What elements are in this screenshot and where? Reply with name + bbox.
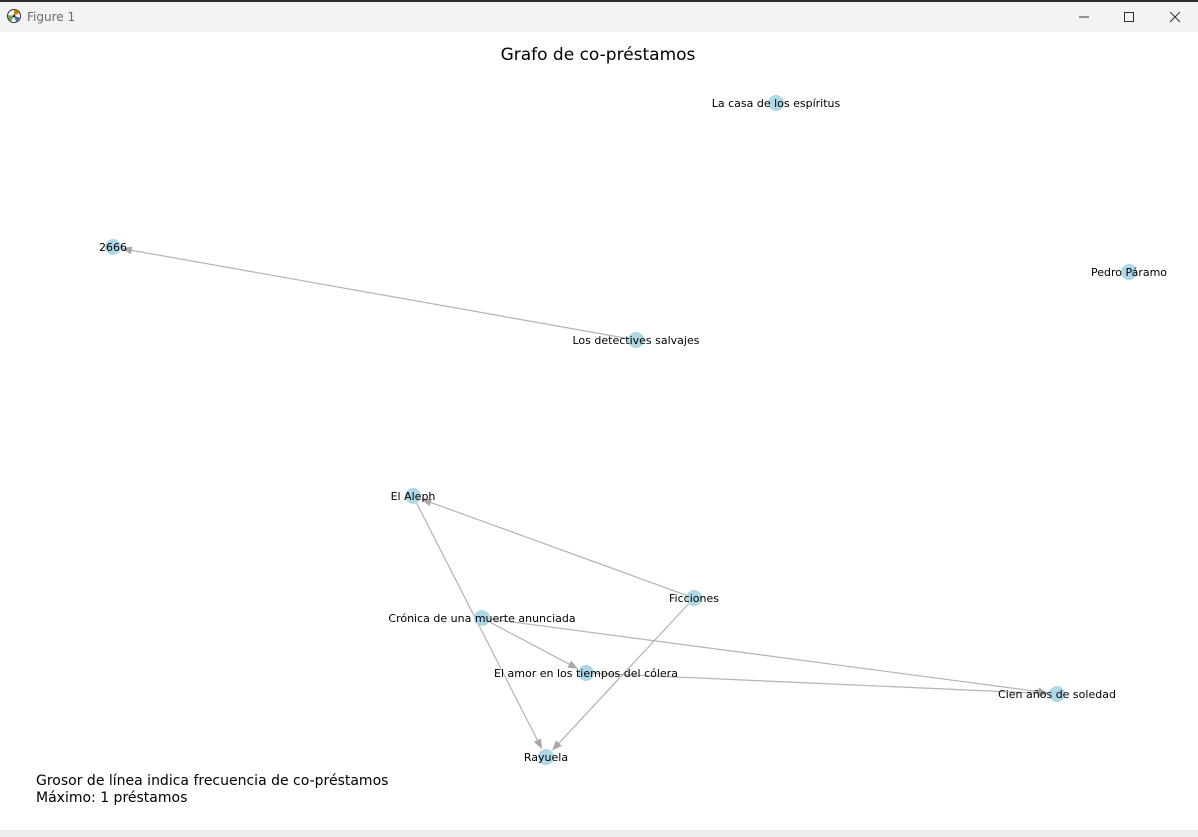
node-label-ficciones: Ficciones — [669, 592, 719, 605]
node-la-casa — [768, 95, 784, 111]
close-icon — [1169, 11, 1181, 23]
co-loan-graph: Grafo de co-préstamos La casa de los esp… — [36, 45, 1167, 806]
edge-detectives-to-2666 — [121, 246, 629, 340]
node-aleph — [405, 488, 421, 504]
window-title: Figure 1 — [27, 10, 76, 24]
label-layer: La casa de los espíritus 2666 Pedro Páramo… — [99, 97, 1167, 764]
minimize-button[interactable] — [1061, 2, 1107, 32]
node-label-aleph: El Aleph — [391, 490, 436, 503]
edge-aleph-to-rayuela — [416, 502, 542, 749]
node-layer — [105, 95, 1137, 765]
node-label-cien: Cien años de soledad — [998, 688, 1116, 701]
figure-canvas: Grafo de co-préstamos La casa de los esp… — [0, 32, 1198, 830]
edge-amor-to-cien — [593, 672, 1049, 698]
node-detectives — [628, 332, 644, 348]
node-label-la-casa: La casa de los espíritus — [712, 97, 841, 110]
window-bottom-edge — [0, 830, 1198, 837]
minimize-icon — [1079, 16, 1089, 18]
window-titlebar: Figure 1 — [0, 0, 1198, 32]
node-label-detectives: Los detectives salvajes — [573, 334, 700, 347]
node-label-pedro: Pedro Páramo — [1091, 266, 1167, 279]
edge-layer — [121, 246, 1049, 751]
node-cien — [1049, 686, 1065, 702]
edge-cronica-to-cien — [489, 618, 1049, 696]
maximize-button[interactable] — [1106, 2, 1152, 32]
node-label-rayuela: Rayuela — [524, 751, 568, 764]
edge-cronica-to-amor — [488, 621, 579, 669]
node-cronica — [474, 610, 490, 626]
node-2666 — [105, 239, 121, 255]
figure-title: Grafo de co-préstamos — [501, 45, 696, 65]
edge-ficciones-to-rayuela — [552, 603, 689, 751]
matplotlib-figure-icon — [7, 9, 21, 23]
node-ficciones — [686, 590, 702, 606]
maximize-icon — [1124, 12, 1134, 22]
close-button[interactable] — [1152, 2, 1198, 32]
node-rayuela — [538, 749, 554, 765]
edge-ficciones-to-aleph — [421, 498, 687, 596]
caption-line-1: Grosor de línea indica frecuencia de co-… — [36, 773, 388, 789]
node-label-amor: El amor en los tiempos del cólera — [494, 667, 678, 680]
node-label-cronica: Crónica de una muerte anunciada — [388, 612, 575, 625]
caption-line-2: Máximo: 1 préstamos — [36, 790, 187, 806]
node-label-2666: 2666 — [99, 241, 127, 254]
node-amor — [578, 665, 594, 681]
node-pedro — [1121, 264, 1137, 280]
